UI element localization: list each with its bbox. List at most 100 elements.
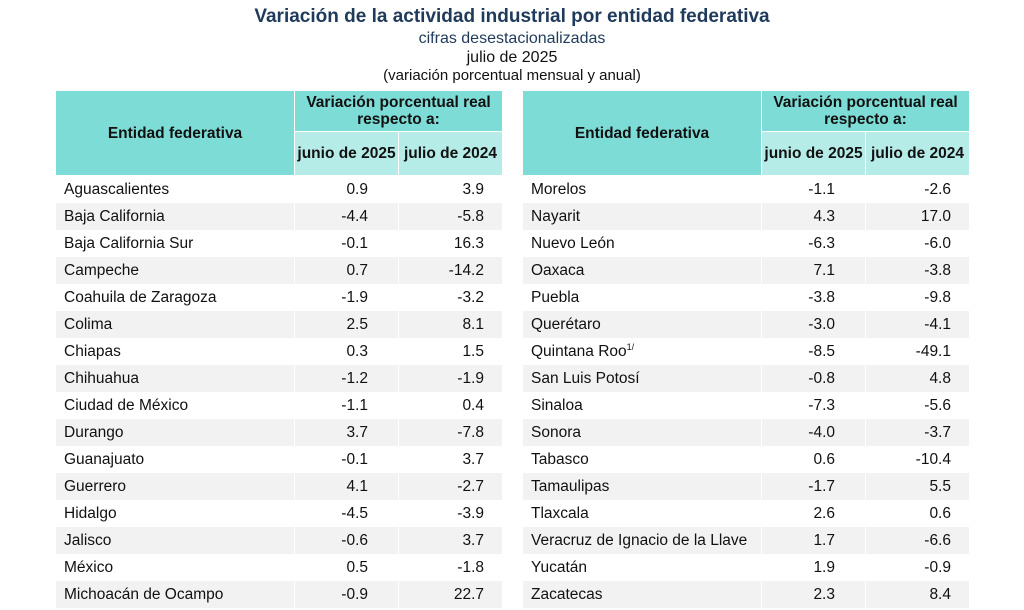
monthly-variation: -0.8 bbox=[761, 365, 866, 392]
table-row: Morelos -1.1 -2.6 bbox=[522, 175, 970, 203]
annual-variation: -1.9 bbox=[398, 365, 503, 392]
monthly-variation-text: -4.5 bbox=[341, 504, 368, 522]
annual-variation: -3.8 bbox=[865, 257, 970, 284]
monthly-variation: 0.9 bbox=[294, 175, 399, 203]
monthly-variation: 7.1 bbox=[761, 257, 866, 284]
monthly-variation-text: -0.8 bbox=[808, 369, 835, 387]
annual-variation-text: -7.8 bbox=[457, 423, 484, 441]
annual-variation: 17.0 bbox=[865, 203, 970, 230]
monthly-variation-text: 1.9 bbox=[813, 558, 835, 576]
entity-name: Guerrero bbox=[55, 473, 295, 500]
entity-name: Chiapas bbox=[55, 338, 295, 365]
entity-name: Quintana Roo1/ bbox=[522, 338, 762, 365]
header-entity: Entidad federativa bbox=[55, 90, 295, 176]
entity-name-text: Puebla bbox=[531, 288, 580, 306]
entity-name: San Luis Potosí bbox=[522, 365, 762, 392]
annual-variation-text: 22.7 bbox=[453, 585, 484, 603]
annual-variation: -5.6 bbox=[865, 392, 970, 419]
report-title: Variación de la actividad industrial por… bbox=[254, 6, 770, 27]
monthly-variation-text: 2.3 bbox=[813, 585, 835, 603]
monthly-variation-text: -1.9 bbox=[341, 288, 368, 306]
entity-name-text: Ciudad de México bbox=[64, 396, 189, 414]
annual-variation: -0.9 bbox=[865, 554, 970, 581]
entity-name: Hidalgo bbox=[55, 500, 295, 527]
annual-variation: 22.7 bbox=[398, 581, 503, 608]
table-row: Oaxaca 7.1 -3.8 bbox=[522, 257, 970, 284]
entity-name: Durango bbox=[55, 419, 295, 446]
entity-name: Ciudad de México bbox=[55, 392, 295, 419]
table-row: Quintana Roo1/ -8.5 -49.1 bbox=[522, 338, 970, 365]
entity-name: Campeche bbox=[55, 257, 295, 284]
monthly-variation: -7.3 bbox=[761, 392, 866, 419]
entity-name: Puebla bbox=[522, 284, 762, 311]
annual-variation-text: 0.4 bbox=[462, 396, 484, 414]
annual-variation: -9.8 bbox=[865, 284, 970, 311]
entity-name: Nayarit bbox=[522, 203, 762, 230]
entity-name-text: Baja California bbox=[64, 207, 165, 225]
right-table: Entidad federativa Variación porcentual … bbox=[522, 89, 970, 608]
annual-variation-text: -0.9 bbox=[924, 558, 951, 576]
entity-name-text: Nayarit bbox=[531, 207, 581, 225]
monthly-variation-text: 4.1 bbox=[346, 477, 368, 495]
annual-variation-text: -2.7 bbox=[457, 477, 484, 495]
table-row: Veracruz de Ignacio de la Llave 1.7 -6.6 bbox=[522, 527, 970, 554]
entity-name-text: Chihuahua bbox=[64, 369, 139, 387]
monthly-variation-text: 3.7 bbox=[346, 423, 368, 441]
annual-variation: 3.9 bbox=[398, 175, 503, 203]
table-row: Colima 2.5 8.1 bbox=[55, 311, 503, 338]
header-variation: Variación porcentual real respecto a: bbox=[761, 89, 970, 133]
annual-variation-text: -3.2 bbox=[457, 288, 484, 306]
entity-name-text: Jalisco bbox=[64, 531, 112, 549]
annual-variation-text: -1.8 bbox=[457, 558, 484, 576]
annual-variation-text: -10.4 bbox=[915, 450, 951, 468]
monthly-variation: -0.1 bbox=[294, 230, 399, 257]
entity-name: Oaxaca bbox=[522, 257, 762, 284]
monthly-variation-text: -0.1 bbox=[341, 234, 368, 252]
annual-variation-text: 4.8 bbox=[929, 369, 951, 387]
monthly-variation: -4.0 bbox=[761, 419, 866, 446]
monthly-variation: -6.3 bbox=[761, 230, 866, 257]
monthly-variation-text: -1.1 bbox=[341, 396, 368, 414]
table-row: Durango 3.7 -7.8 bbox=[55, 419, 503, 446]
entity-name-text: Chiapas bbox=[64, 342, 121, 360]
entity-name-text: Tamaulipas bbox=[531, 477, 610, 495]
report-subtitle: cifras desestacionalizadas bbox=[418, 30, 606, 47]
monthly-variation-text: -0.9 bbox=[341, 585, 368, 603]
entity-name-text: Aguascalientes bbox=[64, 180, 170, 198]
monthly-variation: 1.7 bbox=[761, 527, 866, 554]
header-variation: Variación porcentual real respecto a: bbox=[294, 89, 503, 133]
entity-name: Morelos bbox=[522, 175, 762, 203]
entity-name-text: Tabasco bbox=[531, 450, 589, 468]
entity-name: Chihuahua bbox=[55, 365, 295, 392]
monthly-variation-text: -6.3 bbox=[808, 234, 835, 252]
entity-name-text: San Luis Potosí bbox=[531, 369, 640, 387]
monthly-variation: 4.3 bbox=[761, 203, 866, 230]
entity-name-text: Durango bbox=[64, 423, 124, 441]
monthly-variation: -1.9 bbox=[294, 284, 399, 311]
entity-name: Michoacán de Ocampo bbox=[55, 581, 295, 608]
annual-variation-text: -5.8 bbox=[457, 207, 484, 225]
entity-name-text: Nuevo León bbox=[531, 234, 615, 252]
entity-name: Yucatán bbox=[522, 554, 762, 581]
entity-name: Nuevo León bbox=[522, 230, 762, 257]
entity-name-text: Michoacán de Ocampo bbox=[64, 585, 224, 603]
annual-variation: 5.5 bbox=[865, 473, 970, 500]
entity-name-text: Hidalgo bbox=[64, 504, 117, 522]
table-row: Querétaro -3.0 -4.1 bbox=[522, 311, 970, 338]
annual-variation: -2.6 bbox=[865, 175, 970, 203]
annual-variation-text: 8.4 bbox=[929, 585, 951, 603]
table-row: Baja California -4.4 -5.8 bbox=[55, 203, 503, 230]
monthly-variation-text: -4.4 bbox=[341, 207, 368, 225]
table-row: Guanajuato -0.1 3.7 bbox=[55, 446, 503, 473]
monthly-variation-text: -4.0 bbox=[808, 423, 835, 441]
footnote-marker: 1/ bbox=[626, 341, 635, 352]
monthly-variation: -1.1 bbox=[761, 175, 866, 203]
header-annual: julio de 2024 bbox=[865, 131, 970, 176]
table-row: Sinaloa -7.3 -5.6 bbox=[522, 392, 970, 419]
annual-variation: 4.8 bbox=[865, 365, 970, 392]
entity-name: Tamaulipas bbox=[522, 473, 762, 500]
table-row: Chiapas 0.3 1.5 bbox=[55, 338, 503, 365]
monthly-variation: -0.9 bbox=[294, 581, 399, 608]
annual-variation: -14.2 bbox=[398, 257, 503, 284]
table-row: Tlaxcala 2.6 0.6 bbox=[522, 500, 970, 527]
